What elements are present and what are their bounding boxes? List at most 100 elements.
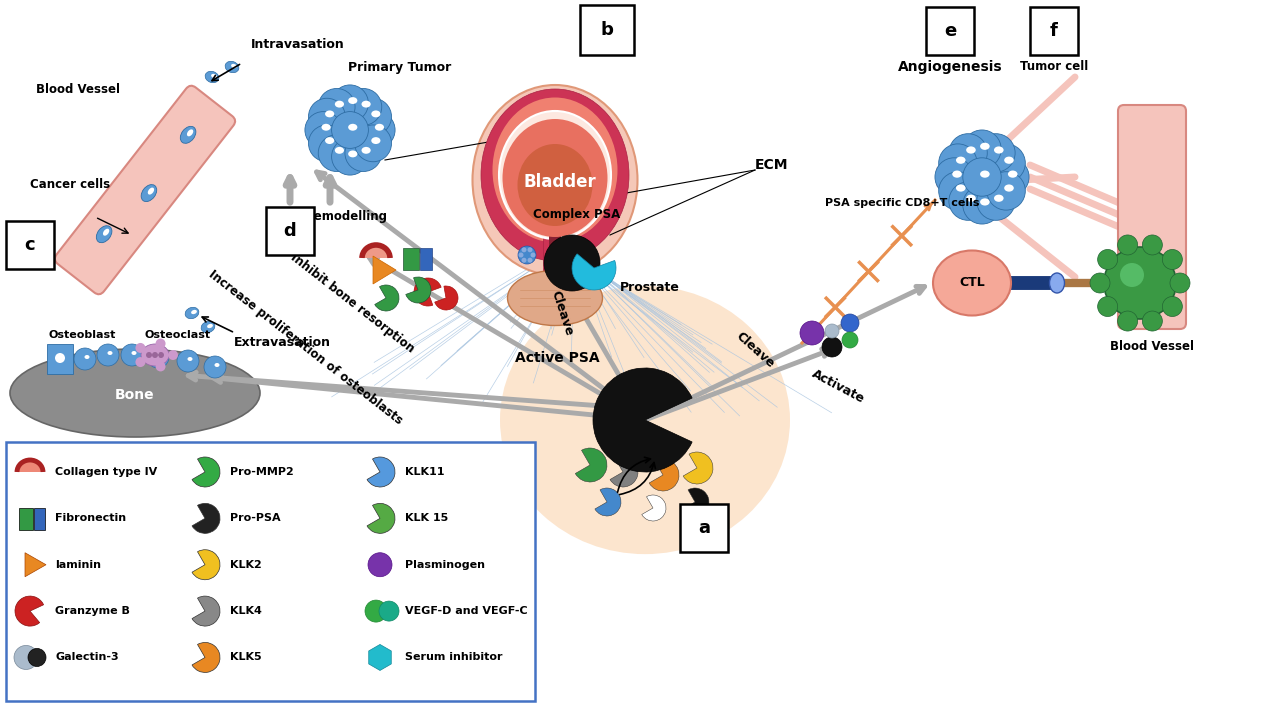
Text: KLK11: KLK11 [404,467,445,477]
Circle shape [948,134,988,172]
Wedge shape [375,285,399,311]
Wedge shape [435,286,458,310]
Text: Increase proliferation of osteoblasts: Increase proliferation of osteoblasts [205,267,404,427]
Ellipse shape [375,124,384,130]
Circle shape [318,89,355,125]
Circle shape [308,98,345,135]
Circle shape [355,98,392,135]
Text: Cleave: Cleave [549,289,576,337]
Text: Intravasation: Intravasation [251,39,345,51]
Ellipse shape [141,185,157,202]
Ellipse shape [956,157,965,164]
Ellipse shape [210,74,217,78]
Wedge shape [16,459,43,472]
Wedge shape [191,642,221,673]
Ellipse shape [956,185,965,192]
Ellipse shape [85,355,90,359]
Ellipse shape [231,64,237,68]
Circle shape [1117,311,1137,331]
Circle shape [527,258,533,263]
Wedge shape [572,254,616,290]
FancyBboxPatch shape [1030,7,1078,55]
Wedge shape [191,550,221,580]
FancyBboxPatch shape [55,86,235,294]
FancyBboxPatch shape [579,5,634,55]
Circle shape [1142,235,1163,255]
Text: ECM Remodelling: ECM Remodelling [273,211,388,223]
Text: KLK2: KLK2 [230,560,261,570]
Ellipse shape [335,101,344,108]
Ellipse shape [349,124,358,130]
Circle shape [379,601,399,621]
Circle shape [152,352,158,358]
Text: Pro-PSA: Pro-PSA [230,513,280,523]
Circle shape [120,344,143,366]
Ellipse shape [205,71,219,82]
Ellipse shape [1008,171,1017,178]
Ellipse shape [202,321,214,333]
Ellipse shape [186,129,193,136]
Circle shape [167,350,178,360]
Ellipse shape [148,188,155,195]
Circle shape [304,111,341,148]
Text: VEGF-D and VEGF-C: VEGF-D and VEGF-C [404,606,527,616]
Circle shape [544,235,600,291]
Circle shape [976,182,1016,220]
Text: Granzyme B: Granzyme B [55,606,129,616]
Ellipse shape [55,353,65,363]
Text: Complex PSA: Complex PSA [534,209,620,221]
Circle shape [800,321,824,345]
Circle shape [136,343,146,353]
Text: Cancer cells: Cancer cells [30,178,110,192]
Ellipse shape [325,137,335,144]
Ellipse shape [500,286,790,554]
Circle shape [1120,263,1144,287]
Ellipse shape [372,111,380,117]
Circle shape [332,138,369,175]
Wedge shape [191,596,221,626]
Circle shape [74,348,96,370]
Text: Inhibit bone resorption: Inhibit bone resorption [288,251,416,355]
Bar [543,217,567,272]
Ellipse shape [502,119,607,237]
Circle shape [1170,273,1189,293]
Text: KLK 15: KLK 15 [404,513,449,523]
Ellipse shape [335,147,344,154]
Bar [34,508,44,530]
Text: Osteoclast: Osteoclast [145,330,210,340]
Ellipse shape [361,101,370,108]
Text: d: d [284,222,297,240]
Bar [19,508,33,530]
Ellipse shape [372,137,380,144]
Wedge shape [191,457,221,487]
FancyBboxPatch shape [1118,105,1186,329]
Ellipse shape [966,147,976,154]
Circle shape [935,158,974,196]
Circle shape [365,600,387,622]
Circle shape [1142,311,1163,331]
Wedge shape [649,459,678,491]
Ellipse shape [473,85,638,275]
Wedge shape [361,244,391,258]
Text: Plasminogen: Plasminogen [404,560,484,570]
Text: Serum inhibitor: Serum inhibitor [404,652,502,663]
Wedge shape [593,368,692,472]
Circle shape [318,135,355,171]
Ellipse shape [349,150,358,157]
Circle shape [308,125,345,161]
Ellipse shape [191,310,197,314]
Circle shape [962,185,1002,224]
Text: Primary Tumor: Primary Tumor [349,61,451,75]
Text: CTL: CTL [959,276,985,290]
Wedge shape [610,457,638,487]
Wedge shape [642,495,666,521]
Circle shape [990,158,1030,196]
Circle shape [825,324,839,338]
Ellipse shape [96,226,112,243]
Text: Activate: Activate [809,367,866,406]
Circle shape [962,158,1002,196]
Ellipse shape [325,111,335,117]
Ellipse shape [349,97,358,104]
Circle shape [519,252,524,257]
Text: KLK5: KLK5 [230,652,261,663]
